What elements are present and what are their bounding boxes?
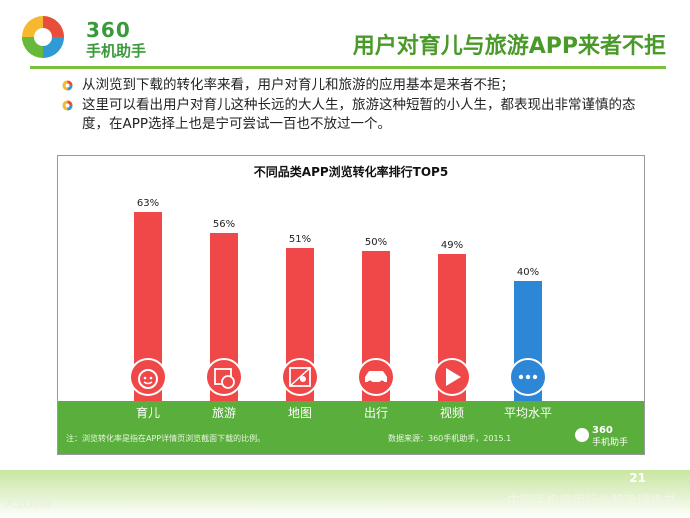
brand-text: 360 手机助手 — [86, 18, 146, 61]
bar-chart: 不同品类APP浏览转化率排行TOP5 63% 育儿 56% 旅游 51% 地图 50% 出行 49… — [58, 164, 644, 454]
chart-title: 不同品类APP浏览转化率排行TOP5 — [254, 164, 448, 179]
category-label: 旅游 — [212, 406, 236, 420]
bullet-item: 这里可以看出用户对育儿这种长远的大人生，旅游这种短暂的小人生，都表现出非常谨慎的… — [62, 96, 662, 134]
category-label: 出行 — [364, 406, 388, 420]
footer-title: 中国手机应用行业趋势绿皮书 — [506, 494, 676, 509]
category-label: 育儿 — [136, 405, 160, 420]
data-label: 51% — [289, 234, 311, 245]
bullet-ball-icon — [62, 100, 73, 111]
chart-note: 注：浏览转化率是指在APP详情页浏览截面下载的比例。 — [66, 433, 265, 443]
more-dot — [518, 374, 524, 380]
map-road — [289, 367, 311, 387]
data-label: 40% — [517, 267, 539, 278]
chart-logo-number: 360 — [592, 425, 613, 436]
page-number: 21 — [629, 471, 646, 485]
clock-shape — [221, 375, 235, 389]
category-label: 地图 — [288, 406, 312, 420]
watermark-text: 大数跨境 — [4, 496, 53, 510]
bullet-text: 这里可以看出用户对育儿这种长远的大人生，旅游这种短暂的小人生，都表现出非常谨慎的… — [82, 97, 636, 132]
title-divider — [30, 66, 666, 69]
data-label: 49% — [441, 240, 463, 251]
baby-smile — [143, 381, 153, 385]
category-band — [58, 401, 644, 454]
page-title: 用户对育儿与旅游APP来者不拒 — [352, 34, 666, 59]
baby-eye — [149, 376, 153, 380]
car-wheel — [379, 380, 385, 386]
category-label: 平均水平 — [504, 406, 552, 420]
map-pin — [300, 376, 306, 382]
bullet-ball-icon — [62, 80, 73, 91]
bullet-text: 从浏览到下载的转化率来看，用户对育儿和旅游的应用基本是来者不拒； — [82, 77, 514, 93]
car-body — [365, 371, 387, 382]
chart-logo-name: 手机助手 — [592, 436, 628, 448]
chart-panel: 不同品类APP浏览转化率排行TOP5 63% 育儿 56% 旅游 51% 地图 50% 出行 49… — [57, 155, 645, 455]
car-wheel — [367, 380, 373, 386]
brand-logo: 360 手机助手 — [14, 10, 174, 60]
data-label: 56% — [213, 219, 235, 230]
bullet-item: 从浏览到下载的转化率来看，用户对育儿和旅游的应用基本是来者不拒； — [62, 76, 662, 95]
more-dot — [525, 374, 531, 380]
brand-ball-icon — [22, 16, 64, 58]
category-label: 视频 — [440, 405, 464, 420]
data-label: 50% — [365, 237, 387, 248]
baby-face-outline — [138, 369, 158, 389]
map-shape — [289, 367, 311, 387]
data-label: 63% — [137, 198, 159, 209]
bullet-list: 从浏览到下载的转化率来看，用户对育儿和旅游的应用基本是来者不拒； 这里可以看出用… — [62, 76, 662, 135]
baby-face-icon — [129, 358, 167, 396]
brand-name: 手机助手 — [86, 42, 147, 60]
baby-eye — [143, 376, 147, 380]
play-triangle — [446, 368, 461, 386]
chart-logo-ball-icon — [575, 428, 589, 442]
brand-number: 360 — [86, 18, 131, 42]
more-dot — [532, 374, 538, 380]
chart-source: 数据来源：360手机助手，2015.1 — [388, 433, 511, 443]
footer-band — [0, 470, 690, 518]
